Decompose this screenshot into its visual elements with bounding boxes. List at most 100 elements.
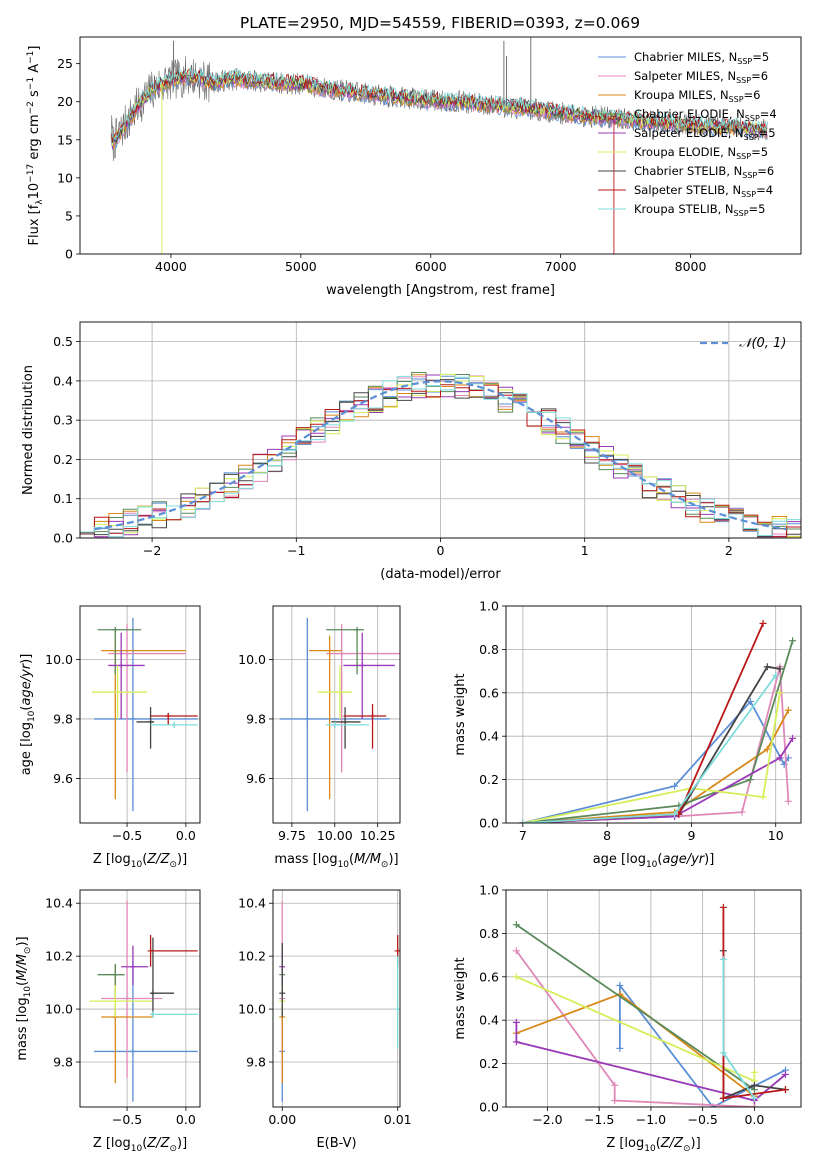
panel-age_vs_mass: 9.75 10.00 10.25 9.6 9.8 10.0 mass [log10(M/M⊙…: [238, 605, 401, 870]
panel-mass_vs_Z: −0.5 0.0 9.8 10.0 10.2 10.4 Z [log10(Z/Z⊙)] mas…: [15, 889, 201, 1154]
x-tick-label: 8: [603, 828, 611, 843]
y-tick-label: 9.8: [246, 711, 266, 726]
x-tick-label: −1: [287, 543, 305, 558]
y-tick-label: 0.8: [479, 926, 499, 941]
panel-weight_vs_age: 7 8 9 10 0.0 0.2 0.4 0.6 0.8 1.0 age [log10(age/yr…: [453, 599, 802, 870]
x-tick-label: 10: [768, 828, 784, 843]
figure-title: PLATE=2950, MJD=54559, FIBERID=0393, z=0…: [240, 14, 640, 32]
x-tick-label: 0.00: [268, 1112, 296, 1127]
model-spectrum-line: [110, 70, 768, 145]
x-tick-label: 9.75: [278, 828, 306, 843]
y-tick-label: 0.6: [479, 969, 499, 984]
x-tick-label: −2: [143, 543, 161, 558]
plot-area-spectrum: [110, 37, 768, 254]
panel-residuals: −2 −1 0 1 2 0.0 0.1 0.2 0.3 0.4 0.5 (data-model)/er…: [21, 321, 802, 582]
plot-area-mass_vs_EBV: [279, 900, 400, 1102]
x-tick-label: 0.0: [176, 1112, 196, 1127]
legend-entry: Kroupa MILES, NSSP=6: [634, 88, 760, 104]
y-axis-label: mass weight: [453, 673, 468, 755]
x-tick-label: −0.5: [687, 1112, 717, 1127]
x-tick-label: −2.0: [532, 1112, 562, 1127]
x-tick-label: 10.25: [360, 828, 396, 843]
model-spectrum-line: [110, 72, 768, 150]
x-tick-label: 0.0: [744, 1112, 764, 1127]
mass-weight-line: [522, 709, 790, 823]
plot-area-residuals: [80, 372, 801, 538]
plot-area-weight_vs_Z: [512, 903, 789, 1107]
y-tick-label: 10.0: [238, 1002, 266, 1017]
y-tick-label: 0.0: [479, 816, 499, 831]
mass-weight-line: [522, 640, 794, 823]
x-axis-label: Z [log10(Z/Z⊙)]: [606, 1136, 700, 1154]
x-tick-label: 1: [581, 543, 589, 558]
histogram-steps: [80, 375, 801, 538]
spectrum-legend: Chabrier MILES, NSSP=5 Salpeter MILES, NS…: [598, 50, 777, 218]
x-tick-label: −0.5: [112, 828, 142, 843]
histogram-steps: [80, 379, 801, 537]
y-tick-label: 0.5: [53, 334, 73, 349]
y-axis-label: mass [log10(M/M⊙)]: [15, 936, 33, 1060]
legend-entry: Chabrier MILES, NSSP=5: [634, 50, 769, 66]
axes-frame: [79, 889, 201, 1108]
y-tick-label: 0.4: [53, 373, 73, 388]
y-tick-label: 0.8: [479, 642, 499, 657]
y-tick-label: 9.8: [53, 711, 73, 726]
y-tick-label: 0.1: [53, 491, 73, 506]
mass-weight-line: [515, 923, 755, 1091]
axes-frame: [79, 321, 802, 539]
y-axis-label: Normed distribution: [21, 365, 36, 495]
y-tick-label: 9.6: [53, 771, 73, 786]
panel-mass_vs_EBV: 0.00 0.01 9.8 10.0 10.2 10.4 E(B-V): [238, 889, 412, 1151]
y-tick-label: 10.4: [238, 896, 266, 911]
y-tick-label: 10.2: [45, 949, 73, 964]
y-tick-label: 10.2: [238, 949, 266, 964]
panel-weight_vs_Z: −2.0 −1.5 −1.0 −0.5 0.0 0.0 0.2 0.4 0.6 0.8 1.0 Z […: [453, 883, 802, 1154]
mass-weight-line: [522, 737, 794, 823]
y-tick-label: 9.6: [246, 771, 266, 786]
plot-area-mass_vs_Z: [89, 900, 198, 1102]
legend-entry: Chabrier ELODIE, NSSP=4: [634, 107, 777, 123]
mass-weight-line: [619, 982, 786, 1107]
y-tick-label: 10.0: [45, 1002, 73, 1017]
plot-area-weight_vs_age: [519, 619, 797, 823]
y-tick-label: 10: [57, 170, 73, 185]
model-spectrum-line: [110, 68, 768, 143]
y-tick-label: 10.4: [45, 896, 73, 911]
legend-entry: Chabrier STELIB, NSSP=6: [634, 164, 774, 180]
y-tick-label: 0.2: [479, 772, 499, 787]
y-tick-label: 1.0: [479, 599, 499, 614]
x-tick-label: 0.01: [384, 1112, 412, 1127]
axes-frame: [505, 889, 802, 1108]
x-tick-label: 8000: [675, 259, 707, 274]
x-axis-label: E(B-V): [316, 1136, 356, 1151]
y-axis-label: age [log10(age/yr)]: [19, 654, 37, 776]
x-axis-label: (data-model)/error: [380, 567, 501, 582]
model-spectrum-line: [110, 69, 768, 141]
legend-entry: Salpeter STELIB, NSSP=4: [634, 183, 773, 199]
y-tick-label: 10.0: [45, 652, 73, 667]
x-axis-label: mass [log10(M/M⊙)]: [274, 852, 398, 870]
x-axis-label: Z [log10(Z/Z⊙)]: [93, 852, 187, 870]
axes-frame: [79, 605, 201, 824]
y-axis-label: Flux [fλ10−17 erg cm−2 s−1 A−1]: [26, 46, 45, 246]
legend-entry: 𝒩(0, 1): [739, 336, 786, 351]
axes-frame: [272, 605, 401, 824]
y-tick-label: 0.6: [479, 685, 499, 700]
x-tick-label: 5000: [285, 259, 317, 274]
y-tick-label: 0.4: [479, 729, 499, 744]
x-tick-label: −1.0: [636, 1112, 666, 1127]
y-tick-label: 0.2: [53, 452, 73, 467]
y-tick-label: 0: [65, 247, 73, 262]
x-tick-label: 7: [519, 828, 527, 843]
histogram-steps: [80, 384, 801, 538]
y-tick-label: 9.8: [53, 1055, 73, 1070]
x-tick-label: −0.5: [112, 1112, 142, 1127]
x-tick-label: 7000: [545, 259, 577, 274]
axes-frame: [505, 605, 802, 824]
x-tick-label: 4000: [155, 259, 187, 274]
x-axis-label: Z [log10(Z/Z⊙)]: [93, 1136, 187, 1154]
legend-entry: Salpeter MILES, NSSP=6: [634, 69, 768, 85]
x-axis-label: age [log10(age/yr)]: [593, 852, 715, 870]
y-tick-label: 0.0: [479, 1100, 499, 1115]
